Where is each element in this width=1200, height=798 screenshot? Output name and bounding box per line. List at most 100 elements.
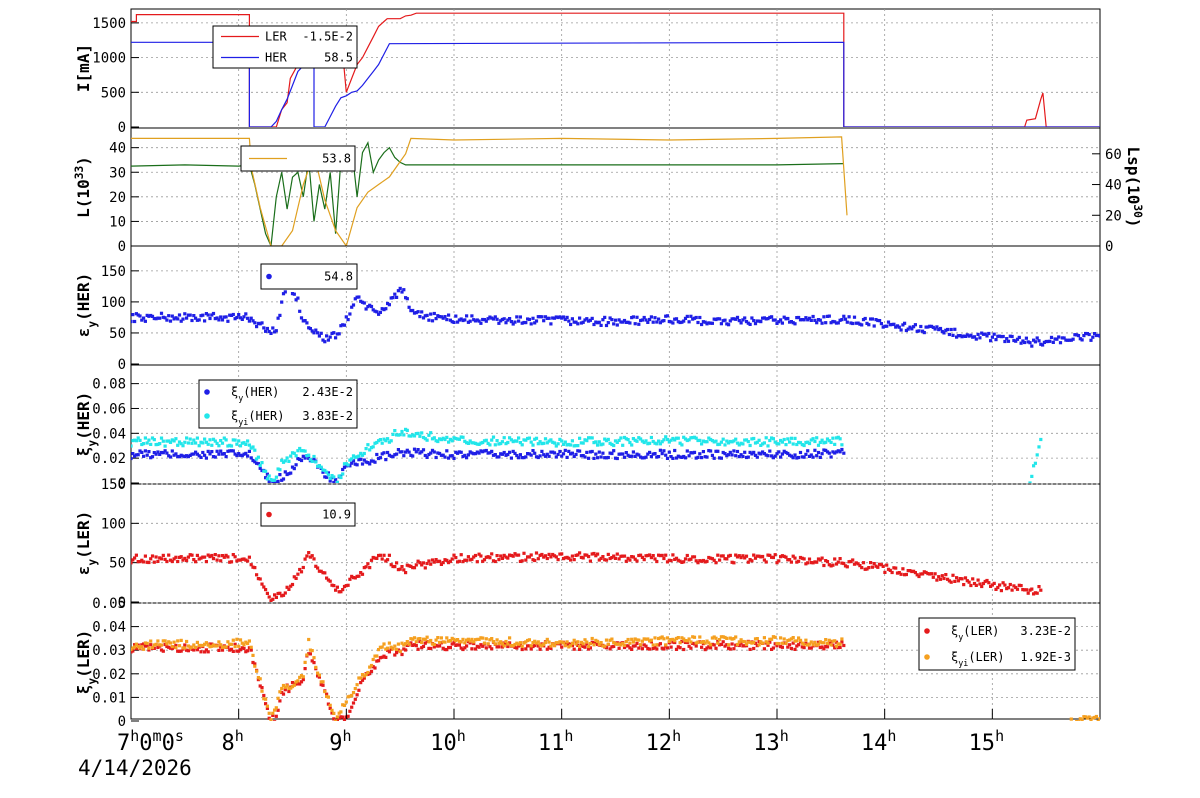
data-point xyxy=(188,553,192,557)
data-point xyxy=(387,453,391,457)
data-point xyxy=(718,638,722,642)
data-point xyxy=(380,441,384,445)
data-point xyxy=(235,649,239,653)
data-point xyxy=(809,453,813,457)
data-point xyxy=(240,557,244,561)
data-point xyxy=(208,555,212,559)
data-point xyxy=(296,296,300,300)
data-point xyxy=(438,640,442,644)
data-point xyxy=(274,475,278,479)
data-point xyxy=(312,656,316,660)
data-point xyxy=(475,560,479,564)
data-point xyxy=(434,455,438,460)
data-point xyxy=(851,321,855,326)
data-point xyxy=(228,449,232,453)
data-point xyxy=(247,555,251,559)
data-point xyxy=(578,647,582,651)
y-tick-label: 0.05 xyxy=(92,596,126,612)
data-point xyxy=(368,448,372,452)
data-point xyxy=(477,319,481,323)
data-point xyxy=(599,643,603,647)
data-point xyxy=(224,455,228,459)
data-point xyxy=(633,644,637,648)
data-point xyxy=(360,673,365,677)
data-point xyxy=(716,317,720,321)
data-point xyxy=(172,645,176,649)
data-point xyxy=(371,657,375,662)
data-point xyxy=(190,647,194,651)
data-point xyxy=(816,642,821,646)
data-point xyxy=(172,557,176,561)
data-point xyxy=(179,649,183,653)
data-point xyxy=(737,443,741,447)
data-point xyxy=(716,639,720,644)
data-point xyxy=(680,636,684,640)
data-point xyxy=(770,436,774,440)
data-point xyxy=(581,441,585,445)
data-point xyxy=(506,318,510,322)
data-point xyxy=(752,436,756,441)
x-tick-label: 7h0m0s xyxy=(117,727,184,756)
data-point xyxy=(211,311,216,316)
data-point xyxy=(353,462,357,466)
data-point xyxy=(827,638,831,642)
data-point xyxy=(273,330,277,334)
data-point xyxy=(831,436,835,440)
data-point xyxy=(348,709,352,713)
data-point xyxy=(854,561,858,565)
data-point xyxy=(509,553,513,558)
data-point xyxy=(780,452,784,456)
data-point xyxy=(534,436,539,440)
data-point xyxy=(707,645,711,649)
data-point xyxy=(990,583,994,587)
data-point xyxy=(551,450,555,454)
data-point xyxy=(543,554,548,558)
data-point xyxy=(780,321,784,325)
data-point xyxy=(908,325,912,329)
data-point xyxy=(416,448,420,452)
data-point xyxy=(321,571,325,575)
data-point xyxy=(662,319,666,323)
data-point xyxy=(921,329,925,333)
data-point xyxy=(800,318,804,322)
data-point xyxy=(802,443,806,448)
data-point xyxy=(443,315,447,319)
data-point xyxy=(612,449,616,453)
data-point xyxy=(771,555,775,560)
data-point xyxy=(341,715,345,719)
data-point xyxy=(762,441,766,445)
data-point xyxy=(246,316,250,320)
data-point xyxy=(1060,336,1064,340)
data-point xyxy=(441,436,445,440)
data-point xyxy=(858,564,862,568)
data-point xyxy=(201,441,205,445)
data-point xyxy=(158,643,162,647)
data-point xyxy=(723,557,727,561)
data-point xyxy=(294,576,298,580)
data-point xyxy=(815,643,819,647)
data-point xyxy=(500,317,504,322)
data-point xyxy=(409,309,413,313)
data-point xyxy=(335,718,339,721)
data-point xyxy=(339,324,343,328)
data-point xyxy=(734,635,738,639)
data-point xyxy=(840,443,844,447)
data-point xyxy=(479,643,483,647)
data-point xyxy=(395,647,399,651)
data-point xyxy=(238,453,243,457)
data-point xyxy=(682,637,686,641)
data-point xyxy=(260,321,264,325)
data-point xyxy=(486,441,490,445)
data-point xyxy=(755,455,759,459)
data-point xyxy=(192,452,196,456)
data-point xyxy=(865,321,869,325)
data-point xyxy=(915,573,919,577)
data-point xyxy=(567,642,571,646)
data-point xyxy=(642,637,646,641)
data-point xyxy=(701,320,705,324)
data-point xyxy=(328,703,332,707)
data-point xyxy=(630,454,634,458)
data-point xyxy=(517,436,521,440)
data-point xyxy=(985,334,989,338)
